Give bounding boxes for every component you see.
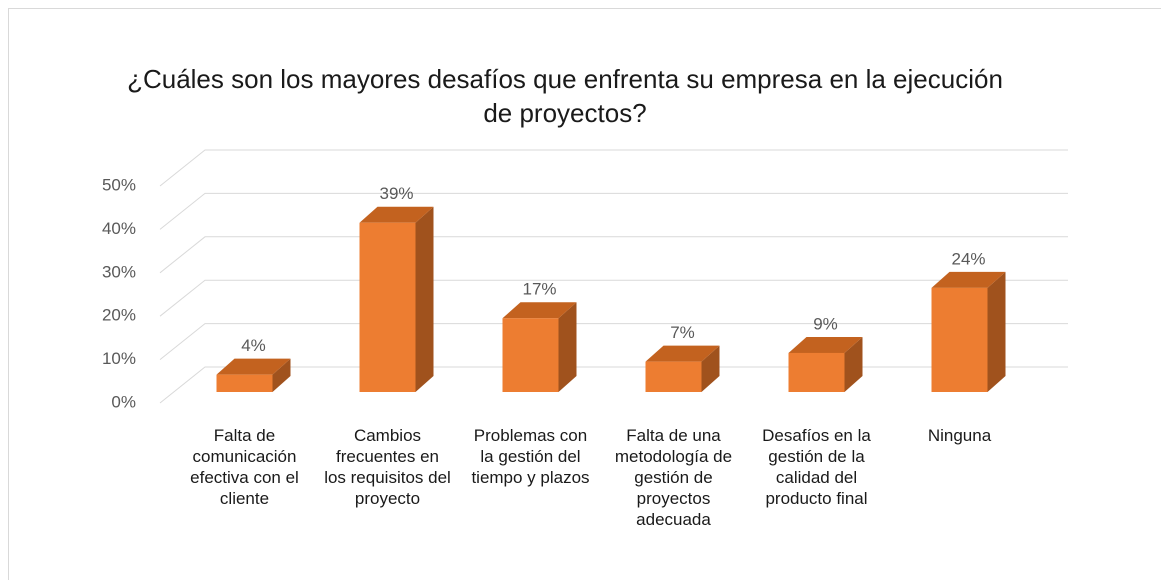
bar-side xyxy=(987,271,1006,392)
bar-top xyxy=(645,345,720,362)
bar-top xyxy=(359,206,434,223)
value-label: 39% xyxy=(379,184,413,203)
value-label: 24% xyxy=(951,249,985,268)
x-tick-label: Desafíos en la gestión de la calidad del… xyxy=(762,426,871,508)
value-label: 4% xyxy=(241,336,266,355)
grid-line xyxy=(159,236,1068,274)
x-tick-label: Falta de comunicación efectiva con el cl… xyxy=(190,426,299,508)
y-tick-label: 10% xyxy=(102,349,136,368)
chart-title: ¿Cuáles son los mayores desafíos que enf… xyxy=(127,64,1003,128)
bar xyxy=(788,352,845,392)
y-tick-label: 30% xyxy=(102,262,136,281)
bar-top xyxy=(502,302,577,319)
value-label: 7% xyxy=(670,323,695,342)
grid-line xyxy=(159,279,1068,317)
grid-line xyxy=(159,323,1068,360)
y-tick-label: 0% xyxy=(111,392,136,411)
chart-border xyxy=(8,8,1161,580)
x-tick-label: Problemas con la gestión del tiempo y pl… xyxy=(471,426,590,487)
bar-side xyxy=(844,336,863,392)
bar xyxy=(359,222,416,392)
grid-line xyxy=(159,366,1068,404)
bar xyxy=(502,318,559,392)
y-tick-label: 50% xyxy=(102,175,136,194)
bar-side xyxy=(558,302,577,392)
x-tick-label: Ninguna xyxy=(927,426,992,445)
y-tick-label: 20% xyxy=(102,306,136,325)
bar-top xyxy=(216,358,291,375)
bar xyxy=(645,361,702,392)
y-tick-label: 40% xyxy=(102,219,136,238)
value-label: 9% xyxy=(813,314,838,333)
bar-top xyxy=(788,336,863,353)
bar-side xyxy=(272,358,291,392)
grid-line xyxy=(159,149,1068,187)
x-tick-label: Falta de una metodología de gestión de p… xyxy=(614,426,733,529)
grid-line xyxy=(159,192,1068,230)
bar-side xyxy=(701,345,720,392)
x-tick-label: Cambios frecuentes en los requisitos del… xyxy=(324,426,451,508)
bar-top xyxy=(931,271,1006,288)
value-label: 17% xyxy=(522,280,556,299)
bar xyxy=(216,374,273,392)
bar xyxy=(931,287,988,392)
bar-side xyxy=(415,206,434,392)
